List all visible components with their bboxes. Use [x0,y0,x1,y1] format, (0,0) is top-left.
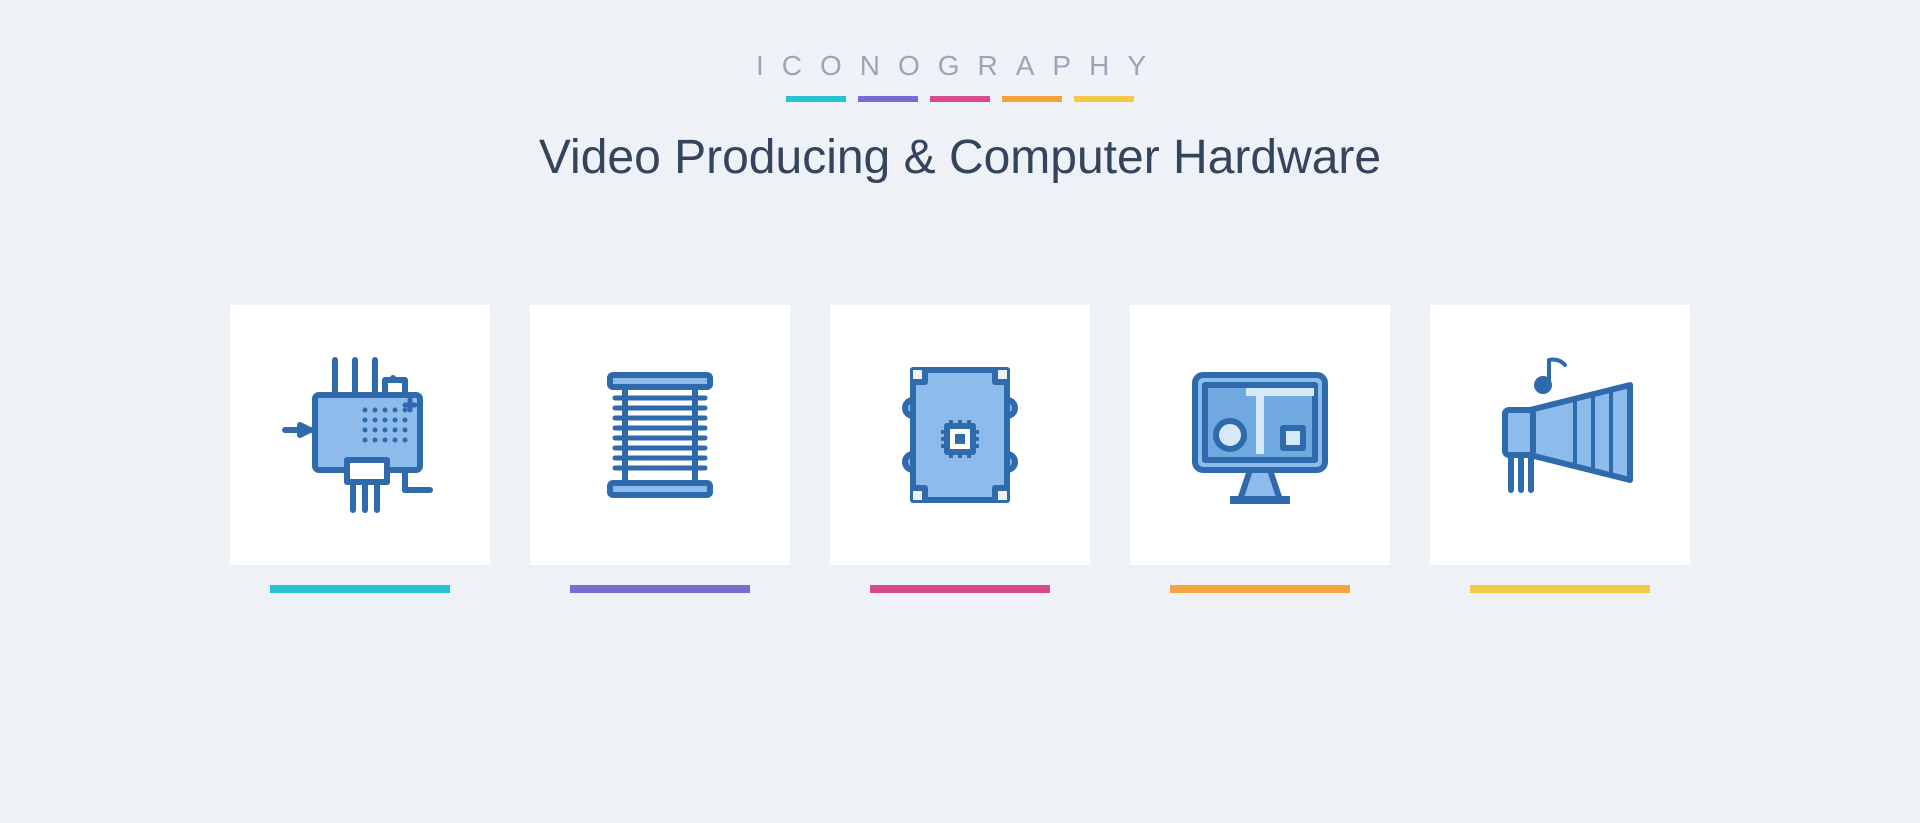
brand-color-bars [539,96,1381,102]
icon-underline [1470,585,1650,593]
icon-underline [570,585,750,593]
page-title: Video Producing & Computer Hardware [539,130,1381,185]
icon-box [230,305,490,565]
icon-box [1430,305,1690,565]
circuit-board-icon [275,350,445,520]
speaker-music-icon [1475,350,1645,520]
chip-card-icon [875,350,1045,520]
brand-bar-yellow [1074,96,1134,102]
brand-bar-purple [858,96,918,102]
icon-box [530,305,790,565]
icon-card [530,305,790,593]
icon-box [830,305,1090,565]
icon-card [1130,305,1390,593]
icon-card [230,305,490,593]
icon-card [1430,305,1690,593]
icon-card [830,305,1090,593]
brand-bar-teal [786,96,846,102]
brand-bar-magenta [930,96,990,102]
icon-underline [270,585,450,593]
coil-icon [575,350,745,520]
brand-bar-orange [1002,96,1062,102]
header: ICONOGRAPHY Video Producing & Computer H… [539,50,1381,185]
icon-underline [870,585,1050,593]
icon-row [230,305,1690,593]
icon-underline [1170,585,1350,593]
brand-label: ICONOGRAPHY [539,50,1381,82]
monitor-design-icon [1175,350,1345,520]
icon-box [1130,305,1390,565]
